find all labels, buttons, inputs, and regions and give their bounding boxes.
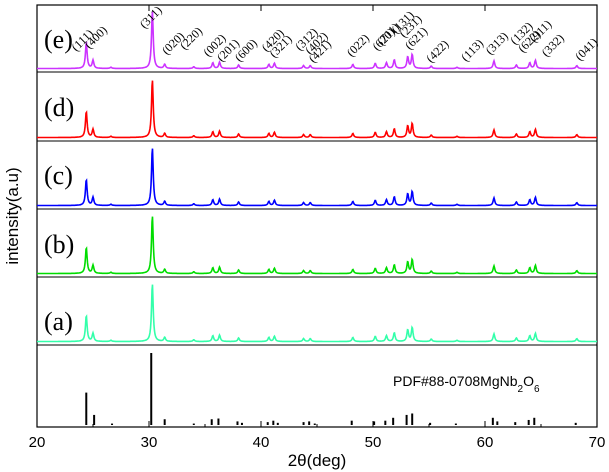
panel-separators (37, 71, 597, 346)
miller-index: (422) (423, 37, 451, 65)
formula-part: 6 (534, 384, 540, 395)
y-axis-title: intensity(a.u) (3, 167, 22, 264)
pattern-line (37, 216, 597, 275)
formula-part: 2 (518, 384, 524, 395)
pattern-line (37, 284, 597, 343)
panel-labels: (e) (d) (c) (b) (a) (44, 25, 74, 336)
reference-pattern (85, 353, 577, 425)
x-tick-label: 30 (141, 434, 158, 451)
miller-index-annotations: (111)(400)(311)(020)(220)(002)(201)(600)… (69, 3, 601, 65)
formula-part: O (523, 373, 534, 389)
pattern-line (37, 148, 597, 207)
x-tick-label: 70 (589, 434, 606, 451)
panel-label: (e) (44, 25, 73, 54)
x-tick-label: 50 (365, 434, 382, 451)
x-axis-title: 2θ(deg) (288, 451, 347, 470)
x-tick-label: 40 (253, 434, 270, 451)
panel-label: (d) (44, 93, 74, 122)
miller-index: (022) (344, 31, 372, 59)
panel-label: (a) (44, 307, 73, 336)
xrd-patterns (37, 11, 597, 343)
x-tick-label: 20 (29, 434, 46, 451)
reference-label: PDF#88-0708MgNb2O6 (393, 373, 540, 395)
x-axis: 20 30 40 50 60 70 (29, 5, 606, 451)
miller-index: (311) (137, 3, 165, 31)
panel-label: (c) (44, 161, 73, 190)
pattern-line (37, 11, 597, 70)
pattern-line (37, 80, 597, 139)
miller-index: (313) (483, 29, 511, 57)
x-tick-label: 60 (477, 434, 494, 451)
miller-index: (113) (458, 36, 486, 64)
panel-label: (b) (44, 230, 74, 259)
miller-index: (041) (572, 35, 600, 63)
